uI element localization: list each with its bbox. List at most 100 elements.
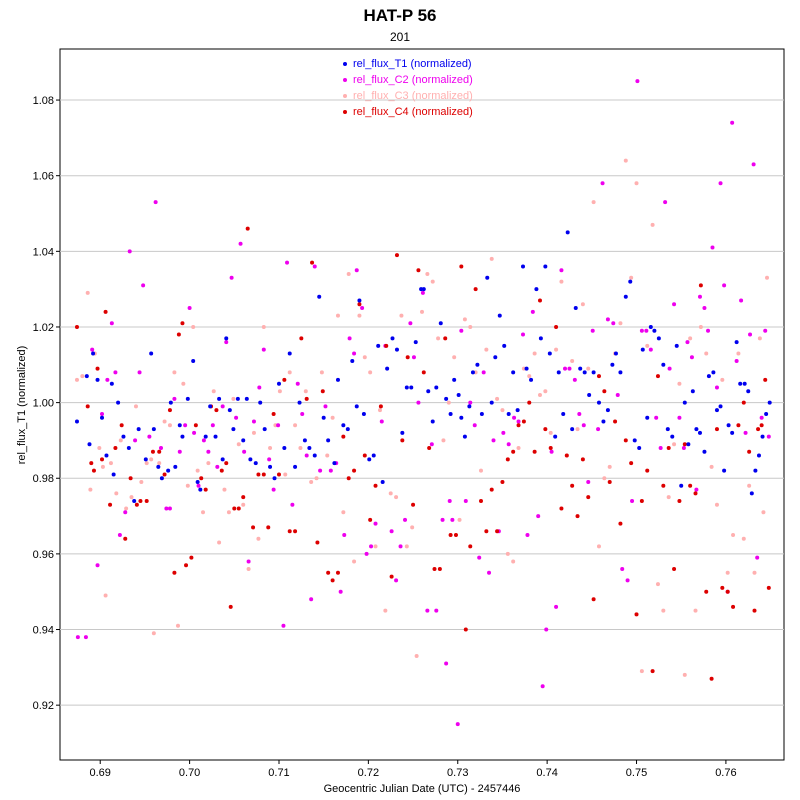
data-point — [570, 427, 575, 432]
data-point — [635, 79, 640, 84]
data-point — [623, 294, 628, 299]
data-point — [304, 396, 309, 401]
x-axis-label: Geocentric Julian Date (UTC) - 2457446 — [323, 783, 521, 795]
data-point — [586, 366, 591, 371]
data-point — [650, 669, 655, 674]
data-point — [285, 260, 290, 265]
data-point — [238, 241, 243, 246]
data-point — [357, 298, 362, 303]
data-point — [607, 480, 612, 485]
data-point — [231, 396, 236, 401]
data-point — [734, 359, 739, 364]
data-point — [114, 491, 119, 496]
data-point — [251, 525, 256, 530]
legend-item-c4: rel_flux_C4 (normalized) — [343, 104, 473, 120]
data-point — [226, 510, 231, 515]
data-point — [448, 411, 453, 416]
data-point — [421, 370, 426, 375]
data-point — [524, 366, 529, 371]
data-point — [215, 464, 220, 469]
legend-marker-c4 — [343, 110, 347, 114]
data-point — [648, 347, 653, 352]
data-point — [133, 438, 138, 443]
data-point — [564, 453, 569, 458]
data-point — [326, 570, 331, 575]
data-point — [468, 400, 473, 405]
data-point — [714, 502, 719, 507]
x-axis: 0.69 0.70 0.71 0.72 0.73 0.74 0.75 0.76 — [90, 760, 737, 779]
data-point — [736, 351, 741, 356]
data-point — [300, 411, 305, 416]
data-point — [167, 506, 172, 511]
data-point — [757, 336, 762, 341]
data-point — [127, 249, 132, 254]
data-point — [711, 370, 716, 375]
data-point — [553, 434, 558, 439]
data-point — [167, 423, 172, 428]
y-tick-label: 0.92 — [33, 700, 54, 712]
data-point — [706, 374, 711, 379]
data-point — [187, 306, 192, 311]
y-tick-label: 1.08 — [33, 95, 54, 107]
data-point — [742, 381, 747, 386]
data-point — [157, 461, 162, 466]
data-point — [529, 377, 534, 382]
data-point — [605, 408, 610, 413]
data-point — [376, 343, 381, 348]
data-point — [74, 377, 79, 382]
data-point — [408, 321, 413, 326]
data-point — [224, 336, 229, 341]
data-point — [364, 551, 369, 556]
data-point — [227, 408, 232, 413]
data-point — [176, 332, 181, 337]
data-point — [645, 468, 650, 473]
data-point — [459, 264, 464, 269]
data-point — [629, 275, 634, 280]
data-point — [257, 385, 262, 390]
data-point — [554, 347, 559, 352]
data-point — [119, 423, 124, 428]
data-point — [582, 370, 587, 375]
data-point — [268, 445, 273, 450]
data-point — [416, 400, 421, 405]
data-point — [629, 461, 634, 466]
data-point — [698, 283, 703, 288]
data-point — [652, 328, 657, 333]
data-point — [448, 532, 453, 537]
data-point — [315, 540, 320, 545]
data-point — [679, 483, 684, 488]
data-point — [601, 419, 606, 424]
data-point — [411, 355, 416, 360]
data-point — [104, 453, 109, 458]
data-point — [462, 317, 467, 322]
data-point — [443, 336, 448, 341]
data-point — [578, 366, 583, 371]
data-point — [752, 608, 757, 613]
data-point — [437, 567, 442, 572]
data-point — [697, 430, 702, 435]
data-point — [293, 464, 298, 469]
data-point — [591, 597, 596, 602]
data-point — [693, 608, 698, 613]
data-point — [341, 423, 346, 428]
data-point — [377, 408, 382, 413]
data-point — [440, 517, 445, 522]
data-point — [463, 498, 468, 503]
data-point — [644, 328, 649, 333]
data-point — [352, 351, 357, 356]
data-point — [103, 309, 108, 314]
legend-marker-t1 — [343, 62, 347, 66]
data-point — [462, 434, 467, 439]
data-point — [537, 298, 542, 303]
data-point — [625, 578, 630, 583]
data-point — [323, 404, 328, 409]
data-point — [661, 483, 666, 488]
data-point — [168, 400, 173, 405]
data-point — [185, 483, 190, 488]
data-point — [312, 264, 317, 269]
data-point — [570, 483, 575, 488]
x-tick-label: 0.69 — [90, 767, 111, 779]
data-point — [183, 423, 188, 428]
data-point — [136, 427, 141, 432]
data-point — [149, 351, 154, 356]
